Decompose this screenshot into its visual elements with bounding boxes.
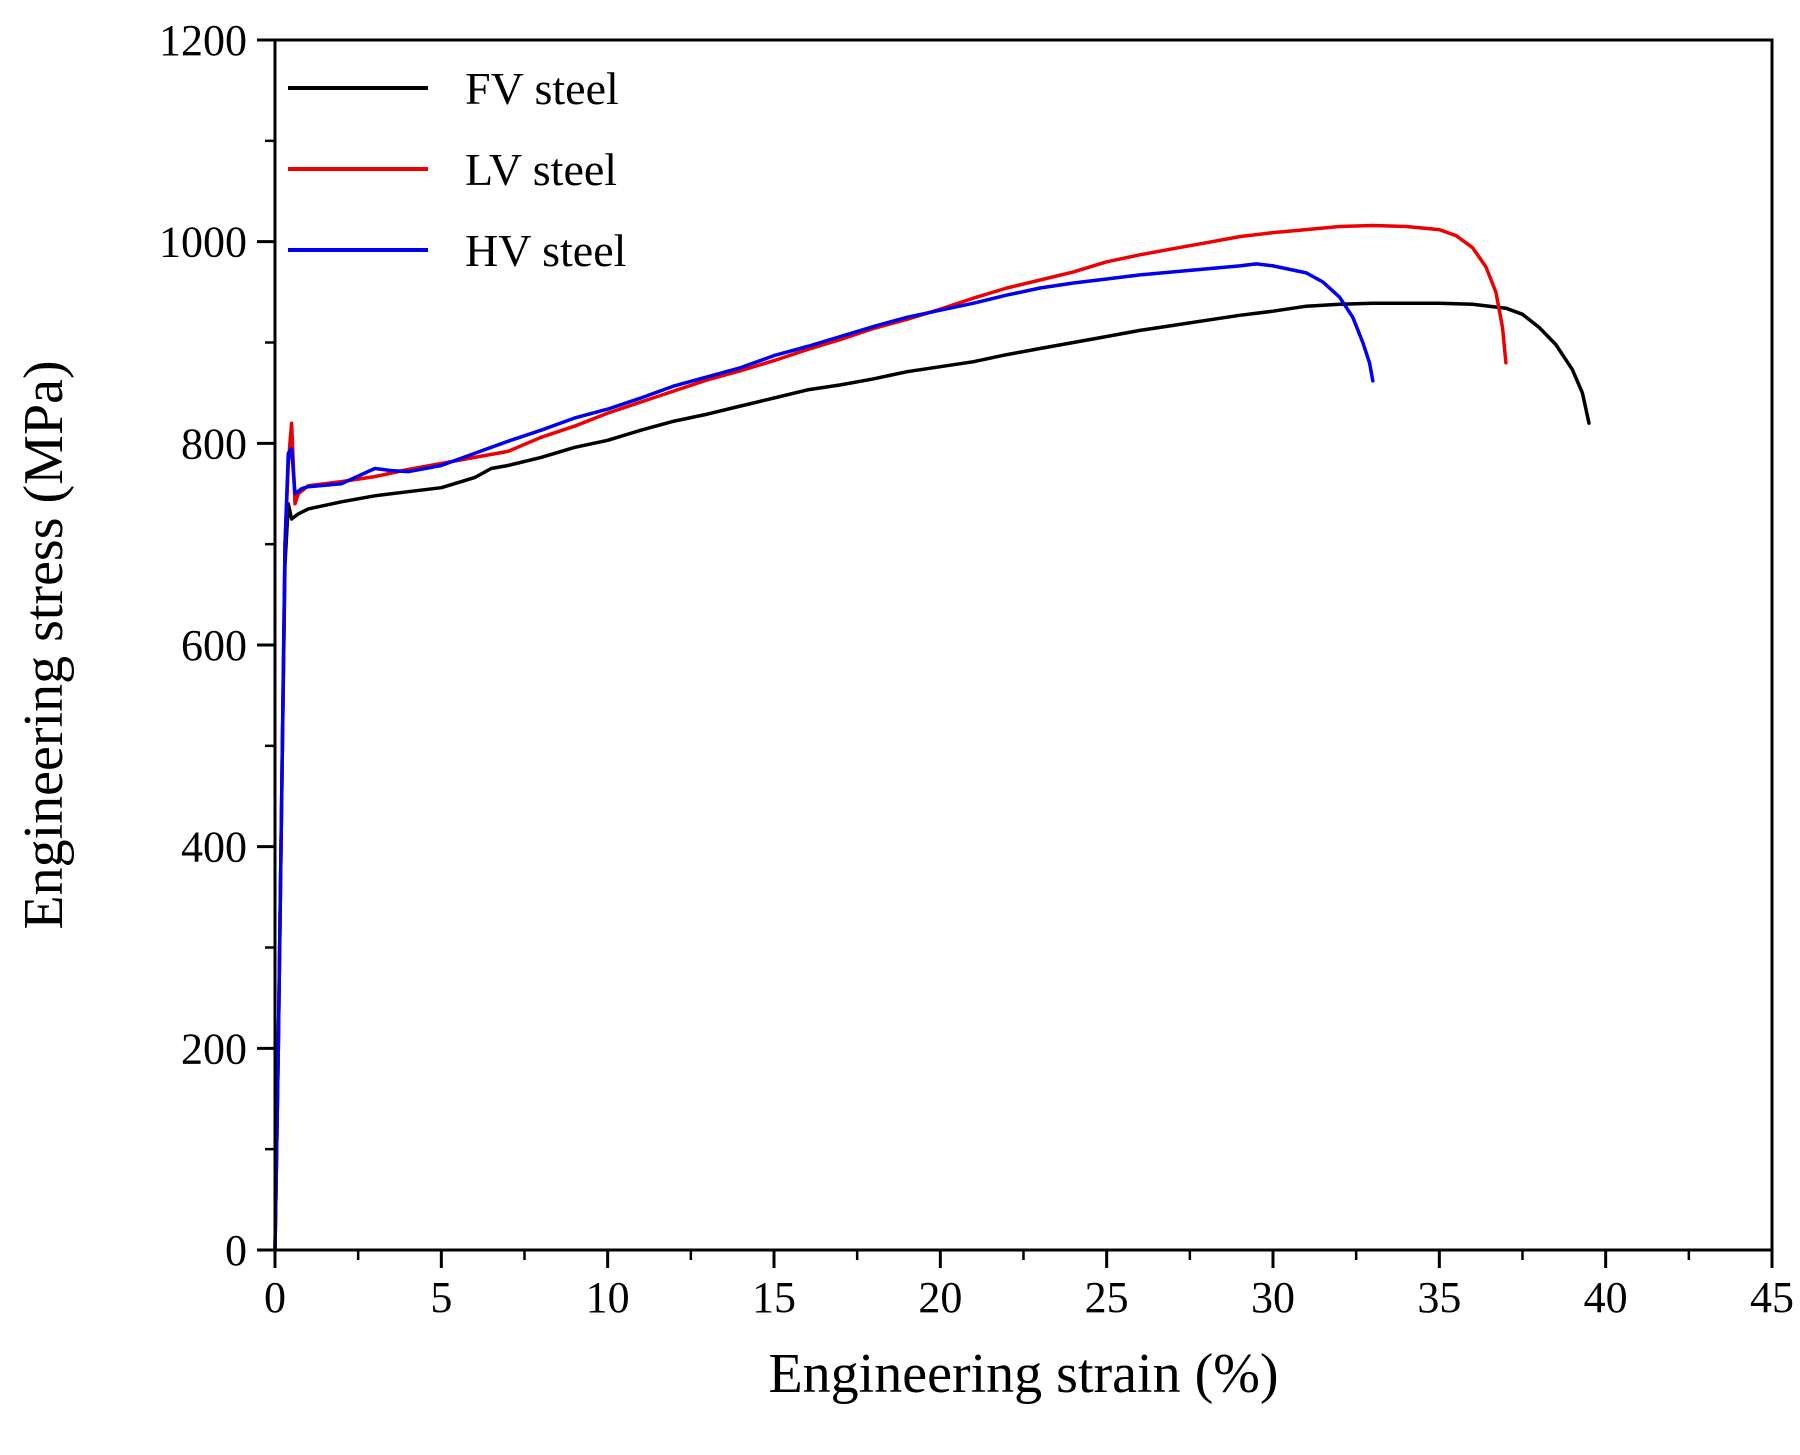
x-tick-label: 10 — [586, 1273, 630, 1322]
series-layer — [273, 223, 1591, 1252]
x-tick-label: 25 — [1085, 1273, 1129, 1322]
y-tick-label: 400 — [181, 823, 247, 872]
y-tick-label: 1000 — [159, 218, 247, 267]
x-tick-label: 35 — [1417, 1273, 1461, 1322]
legend-label: FV steel — [465, 63, 619, 114]
legend-label: LV steel — [465, 144, 617, 195]
x-tick-label: 5 — [430, 1273, 452, 1322]
x-tick-label: 0 — [264, 1273, 286, 1322]
y-tick-label: 600 — [181, 621, 247, 670]
x-tick-label: 40 — [1584, 1273, 1628, 1322]
legend: FV steel LV steel HV steel — [288, 63, 626, 276]
series-line-hv-steel — [273, 262, 1375, 1252]
y-tick-label: 800 — [181, 419, 247, 468]
series-line-fv-steel — [273, 301, 1591, 1252]
y-tick-label: 0 — [225, 1226, 247, 1275]
series-line-lv-steel — [273, 223, 1508, 1252]
x-axis-title: Engineering strain (%) — [768, 1343, 1278, 1405]
x-tick-label: 45 — [1750, 1273, 1794, 1322]
x-tick-label: 15 — [752, 1273, 796, 1322]
x-tick-label: 30 — [1251, 1273, 1295, 1322]
plot-frame — [273, 38, 1774, 1252]
y-tick-label: 1200 — [159, 16, 247, 65]
ticks-layer: 0 5 10 15 20 25 30 35 40 45 0 200 400 600 800 1000 1200 — [159, 16, 1794, 1322]
y-axis-title: Engineering stress (MPa) — [13, 360, 75, 929]
legend-label: HV steel — [465, 225, 626, 276]
x-tick-label: 20 — [918, 1273, 962, 1322]
y-tick-label: 200 — [181, 1024, 247, 1073]
